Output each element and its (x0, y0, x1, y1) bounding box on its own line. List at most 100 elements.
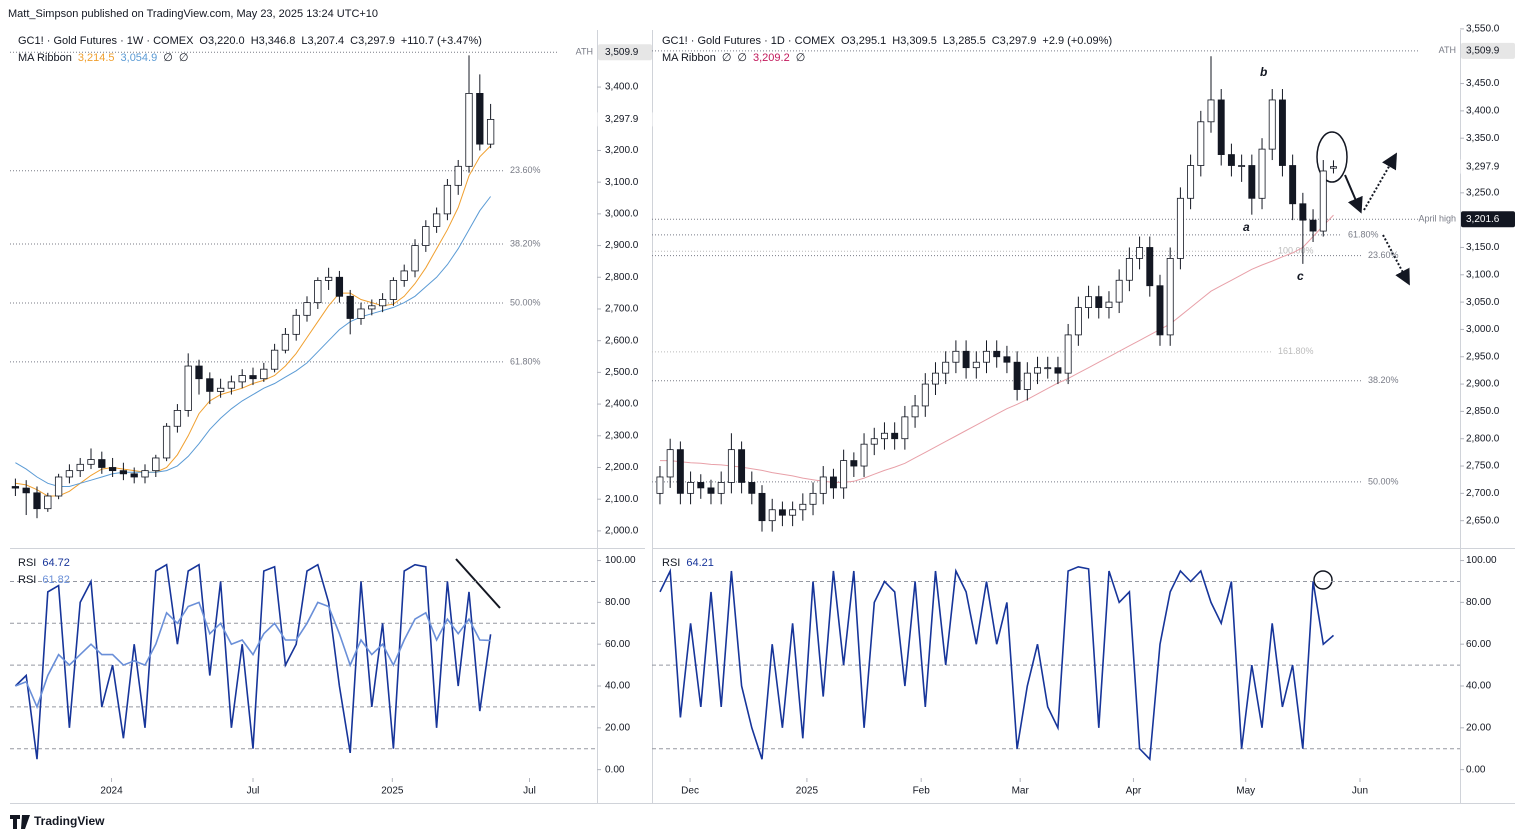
arrow (1382, 234, 1410, 286)
candle-body (281, 333, 290, 351)
y-tick-label: 60.00 (1466, 639, 1491, 650)
candle-body (357, 308, 365, 319)
y-tick-label: 0.00 (605, 764, 625, 775)
indicator-value: ∅ (737, 52, 747, 64)
indicator-name: RSI (18, 557, 37, 569)
candle-body (1268, 99, 1276, 150)
ohlc-value: O3,220.0 (199, 35, 245, 47)
price-tag (598, 44, 652, 61)
price-tag (1461, 211, 1515, 228)
candle-body (22, 487, 30, 494)
wave-label: a (1243, 220, 1250, 234)
candle-body (1299, 203, 1307, 221)
x-tick-label: Feb (913, 786, 931, 797)
candle-body (748, 482, 756, 494)
candle-body (942, 361, 950, 374)
candle-body (270, 349, 279, 370)
y-tick-label: 3,000.0 (1466, 324, 1500, 335)
symbol: GC1! · Gold Futures · 1D · COMEX (662, 35, 835, 47)
price-tag (1461, 42, 1515, 59)
candle-body (227, 381, 236, 389)
logo (10, 815, 30, 829)
legend-row: RSI 64.72 (18, 555, 76, 572)
candle-body (697, 482, 705, 489)
candle-body (324, 276, 333, 281)
candle-body (758, 492, 766, 522)
rsi-line (659, 565, 1335, 762)
y-tick-label: 2,800.0 (1466, 433, 1500, 444)
level-label: 38.20% (510, 238, 541, 248)
y-tick-label: 0.00 (1466, 764, 1486, 775)
candle-body (314, 280, 322, 304)
y-tick-label: 2,100.0 (605, 494, 639, 505)
arrow (1344, 174, 1363, 214)
y-tick-label: 3,050.0 (1466, 297, 1500, 308)
candle-body (1156, 285, 1164, 336)
candle-body (819, 476, 827, 494)
y-tick-label: 3,400.0 (605, 82, 639, 93)
indicator-value: ∅ (795, 52, 806, 64)
candle-body (249, 375, 257, 380)
candle-body (87, 459, 95, 465)
candle-body (962, 350, 970, 369)
legend-row: RSI 61.82 (18, 572, 76, 589)
y-tick-label: 20.00 (1466, 722, 1491, 733)
level-label: 50.00% (510, 297, 541, 307)
ohlc-value: C3,297.9 (350, 35, 395, 47)
candle-body (1125, 258, 1133, 281)
candle-body (465, 93, 473, 167)
indicator-value: 64.21 (686, 557, 714, 569)
price-tag (1460, 158, 1516, 176)
candle-body (335, 276, 344, 297)
legend: GC1! · Gold Futures · 1W · COMEX O3,220.0… (18, 33, 488, 67)
x-tick-label: 2024 (100, 786, 123, 797)
candle-body (952, 350, 960, 363)
candle-body (1166, 258, 1174, 336)
candle-body (108, 467, 117, 472)
candle-body (216, 387, 225, 392)
arrow (1363, 152, 1397, 211)
y-tick-label: 2,900.0 (605, 240, 639, 251)
y-tick-label: 3,000.0 (605, 209, 639, 220)
candle-body (486, 119, 495, 145)
symbol: GC1! · Gold Futures · 1W · COMEX (18, 35, 194, 47)
level-label: ATH (576, 47, 593, 57)
price-tag-label: 3,297.9 (1466, 161, 1500, 172)
candle-body (778, 509, 786, 516)
candle-body (1227, 154, 1235, 166)
legend-row: GC1! · Gold Futures · 1W · COMEX O3,220.0… (18, 33, 488, 50)
y-tick-label: 80.00 (1466, 597, 1491, 608)
candle-body (119, 470, 128, 475)
y-tick-label: 2,300.0 (605, 430, 639, 441)
legend-row: MA Ribbon 3,214.5 3,054.9 ∅ ∅ (18, 50, 488, 67)
candle-body (1074, 307, 1082, 336)
legend: GC1! · Gold Futures · 1D · COMEX O3,295.1… (662, 33, 1118, 67)
x-tick-label: 2025 (796, 786, 819, 797)
candle-body (666, 449, 674, 478)
candle-body (400, 270, 408, 281)
candle-body (184, 365, 192, 411)
candle-body (11, 486, 20, 489)
ohlc-value: +110.7 (+3.47%) (400, 35, 482, 47)
candle-body (829, 476, 837, 489)
level-label: 61.80% (1348, 229, 1379, 239)
candle-body (880, 432, 888, 440)
level-label: 23.60% (510, 165, 541, 175)
y-tick-label: 3,400.0 (1466, 106, 1500, 117)
candle-body (65, 470, 74, 478)
y-tick-label: 3,350.0 (1466, 133, 1500, 144)
candle-body (840, 460, 848, 489)
candle-body (1207, 99, 1215, 123)
candle-body (454, 165, 462, 186)
highlight-circle (1313, 570, 1333, 590)
candle-body (799, 503, 807, 511)
candle-body (932, 372, 939, 385)
footer-brand: TradingView (34, 814, 105, 828)
candle-body (1023, 372, 1031, 390)
candle-body (1136, 247, 1144, 259)
candle-body (687, 482, 695, 494)
legend-row: RSI 64.21 (662, 555, 720, 572)
y-tick-label: 2,800.0 (605, 272, 639, 283)
